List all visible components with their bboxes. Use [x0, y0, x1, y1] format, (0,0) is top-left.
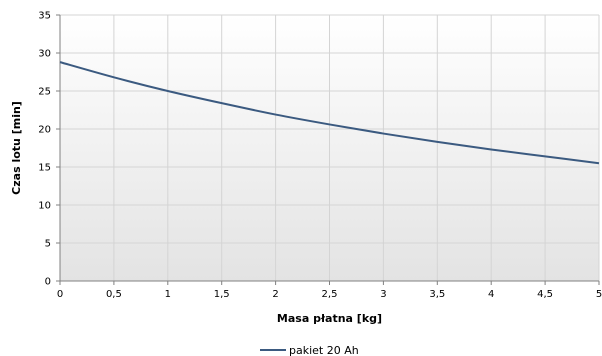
legend: pakiet 20 Ah	[260, 344, 359, 356]
y-axis-title: Czas lotu [min]	[10, 101, 23, 195]
x-tick-label: 3	[380, 289, 386, 300]
x-tick-label: 4,5	[537, 289, 553, 300]
y-tick-label: 5	[45, 239, 51, 250]
y-tick-labels: 0 5 10 15 20 25 30 35	[38, 11, 51, 288]
y-tick-label: 10	[38, 201, 51, 212]
x-tick-label: 2,5	[322, 289, 338, 300]
x-tick-label: 4	[488, 289, 494, 300]
x-tick-label: 5	[596, 289, 602, 300]
y-tick-label: 35	[38, 11, 51, 22]
x-tick-label: 0,5	[106, 289, 122, 300]
y-tick-label: 20	[38, 125, 51, 136]
x-axis-title: Masa płatna [kg]	[277, 312, 382, 325]
grid-lines	[60, 14, 600, 281]
y-tick-label: 0	[45, 277, 51, 288]
x-tick-label: 1,5	[214, 289, 230, 300]
series-line-pakiet-20ah	[59, 61, 600, 165]
x-tick-label: 2	[272, 289, 278, 300]
x-tick-labels: 0 0,5 1 1,5 2 2,5 3 3,5 4 4,5 5	[57, 289, 602, 300]
y-tick-label: 15	[38, 163, 51, 174]
x-tick-label: 1	[165, 289, 171, 300]
x-tick-label: 3,5	[429, 289, 445, 300]
y-tick-label: 30	[38, 49, 51, 60]
y-tick-label: 25	[38, 87, 51, 98]
series-layer	[59, 61, 600, 165]
x-tick-label: 0	[57, 289, 63, 300]
legend-label-pakiet-20ah: pakiet 20 Ah	[289, 344, 359, 356]
axes	[56, 14, 600, 285]
